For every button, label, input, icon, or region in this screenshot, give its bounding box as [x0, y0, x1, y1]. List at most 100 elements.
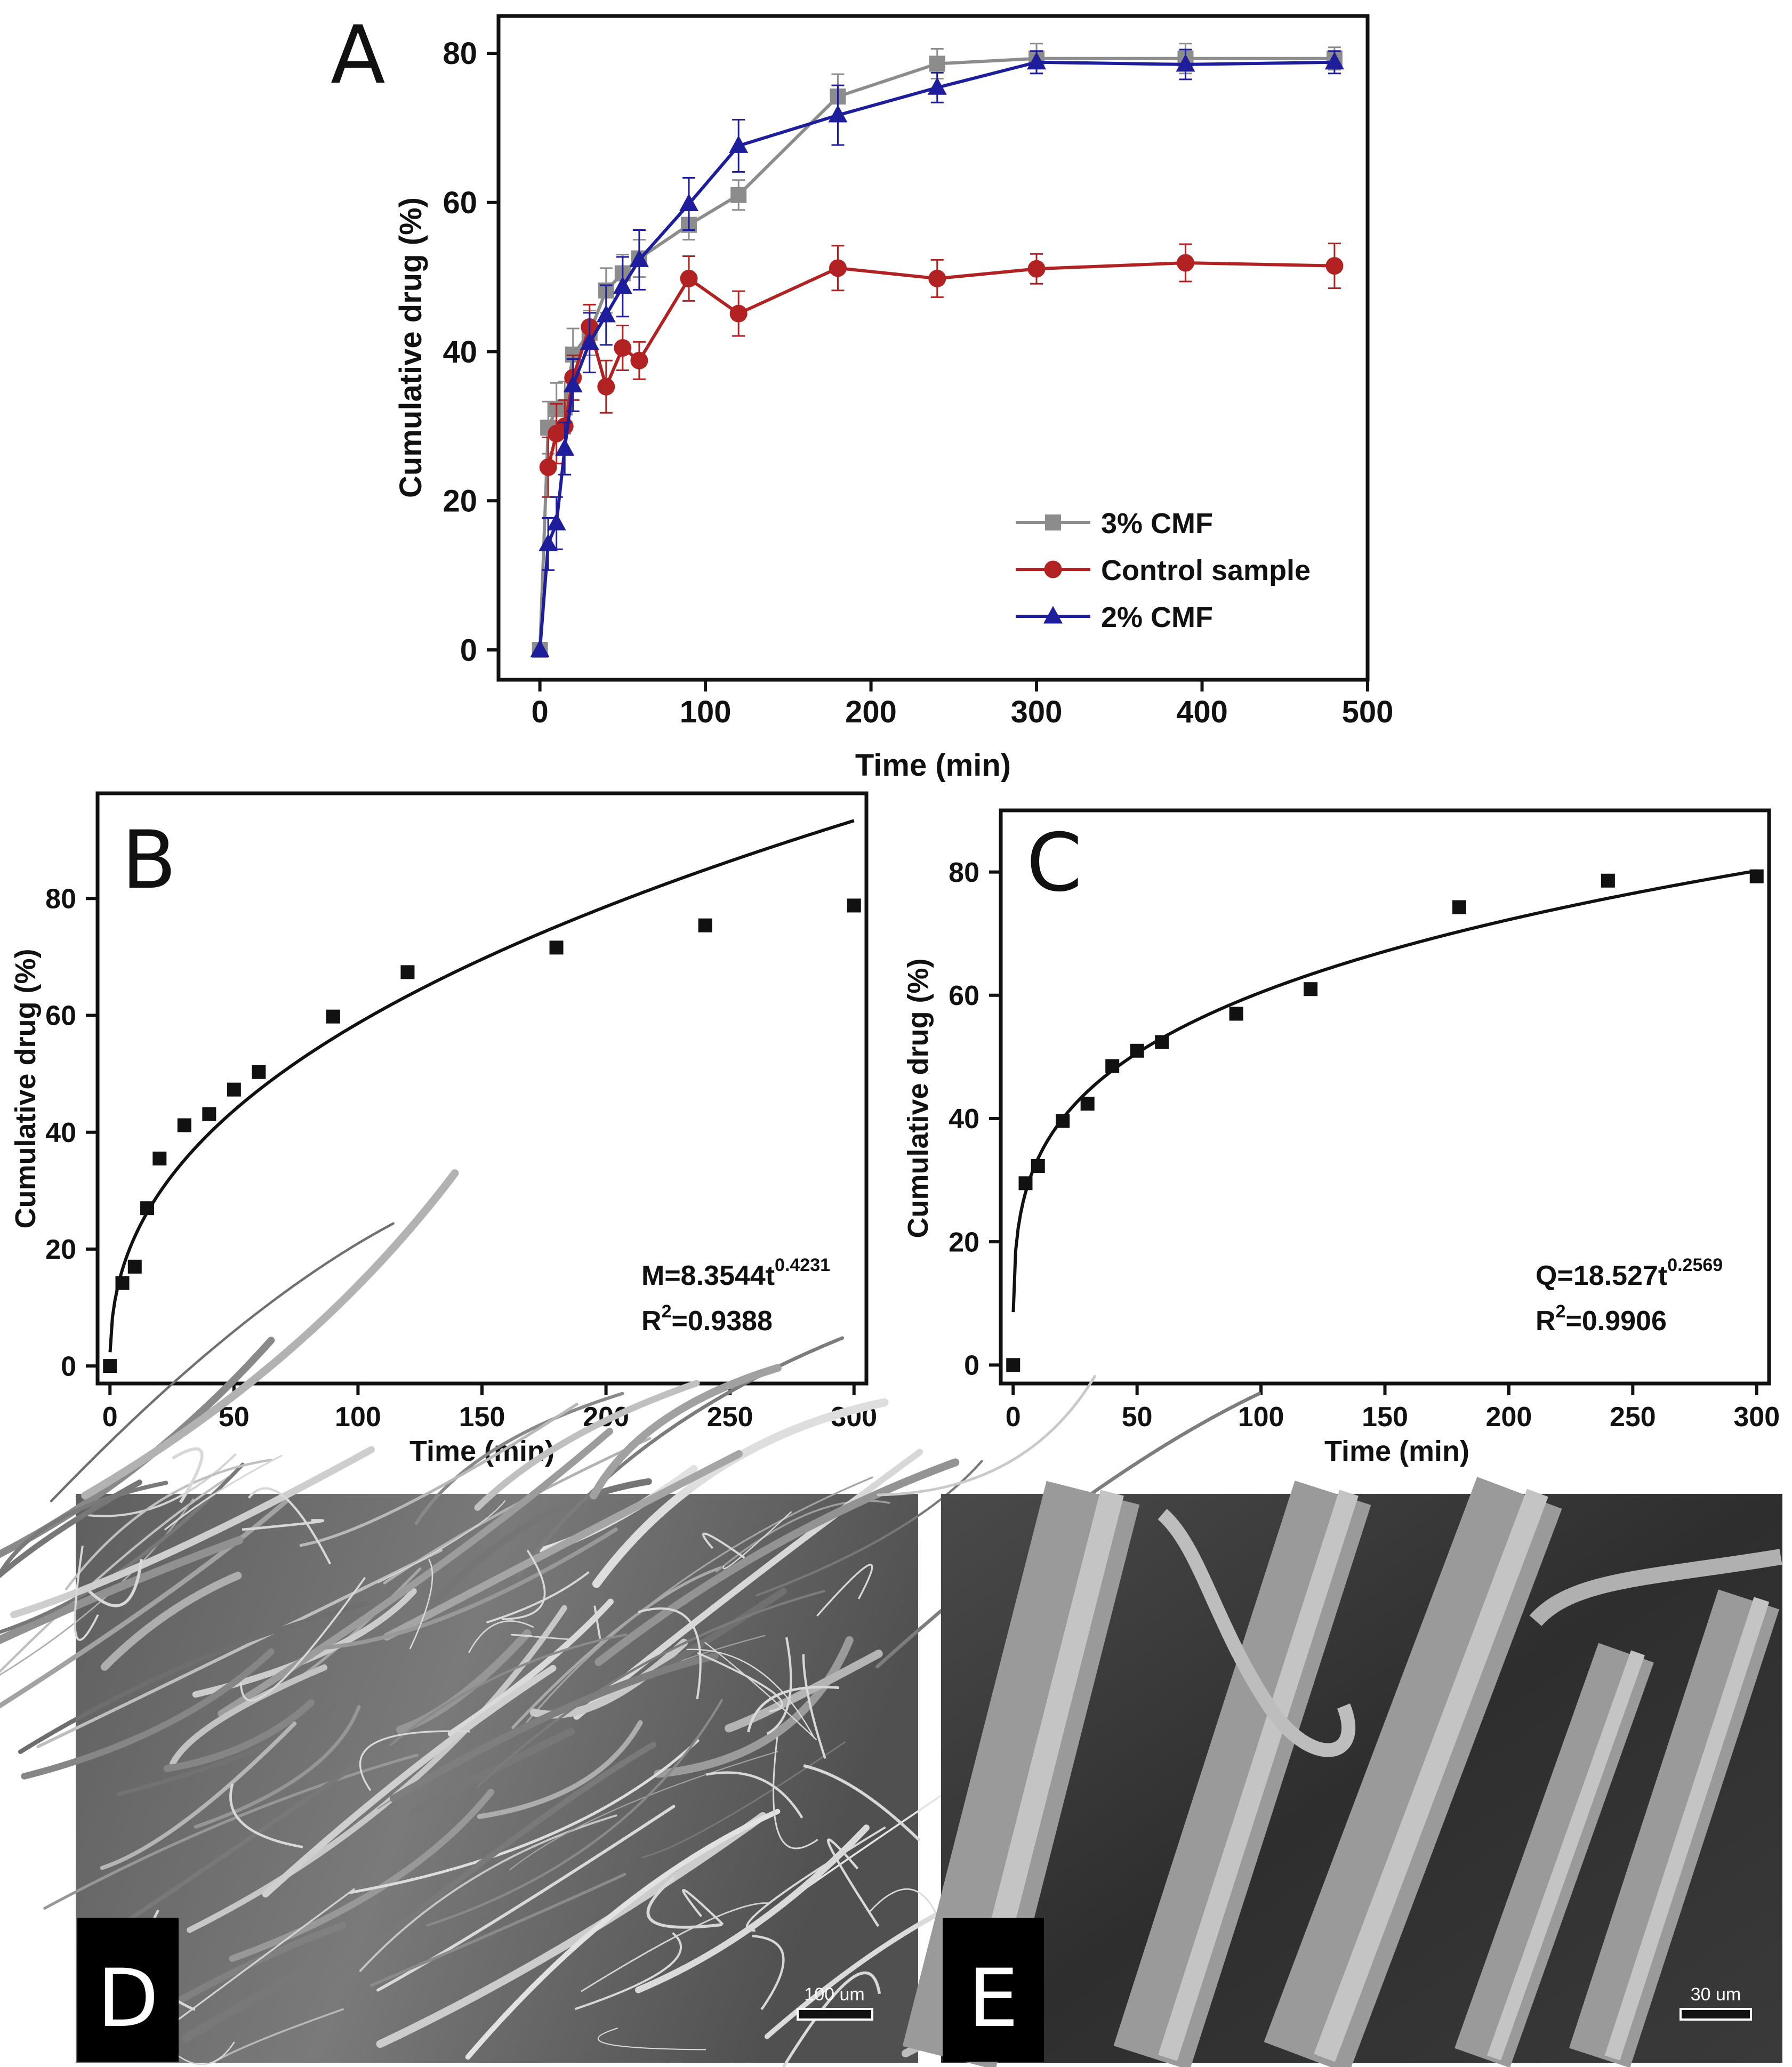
- panel-b-equation-exponent: 0.4231: [775, 1255, 830, 1275]
- b-data-point: [326, 1009, 340, 1024]
- b-data-point: [103, 1359, 117, 1373]
- a-legend-label-1: Control sample: [1101, 554, 1311, 586]
- d-fibril: [704, 1642, 817, 1741]
- a-series-2-point: [563, 374, 583, 392]
- d-fibril: [511, 1634, 574, 1640]
- a-series-1-point: [928, 269, 946, 287]
- panel-a-label: A: [331, 9, 385, 102]
- d-fiber: [18, 1601, 368, 1754]
- a-series-2-point: [547, 512, 566, 530]
- a-series-2-point: [555, 438, 575, 456]
- d-fiber: [0, 1337, 275, 1558]
- a-x-tick-label: 100: [680, 695, 732, 729]
- d-fibril: [359, 1730, 470, 1791]
- a-series-2-point: [927, 77, 947, 95]
- a-series-1-point: [1176, 254, 1194, 272]
- c-y-tick-label: 60: [949, 980, 979, 1011]
- d-fibril: [773, 1736, 818, 1849]
- panel-b-equation: M=8.3544t0.4231: [641, 1255, 830, 1291]
- d-fiber: [376, 1812, 767, 2048]
- d-fibril: [638, 1607, 702, 1700]
- d-fiber: [169, 1664, 328, 1767]
- a-series-1-point: [1027, 260, 1046, 278]
- e-fiber-highlight: [1158, 1490, 1359, 2061]
- panel-a-y-axis-label: Cumulative drug (%): [393, 197, 428, 498]
- d-fibril: [593, 1605, 601, 1639]
- a-series-1-point: [539, 458, 557, 476]
- a-series-1-point: [597, 377, 615, 396]
- a-series-2-point: [530, 639, 550, 657]
- d-fiber: [408, 1727, 575, 1817]
- b-y-tick-label: 60: [45, 1001, 76, 1032]
- panel-b-y-axis-label: Cumulative drug (%): [10, 948, 42, 1228]
- c-data-point: [1304, 982, 1318, 996]
- a-series-0-point: [929, 55, 945, 72]
- c-data-point: [1056, 1114, 1070, 1128]
- a-series-2-point: [613, 276, 632, 294]
- a-y-tick-label: 60: [443, 186, 477, 220]
- d-fiber: [213, 2008, 344, 2063]
- d-fiber: [426, 1699, 724, 1927]
- d-fibril: [766, 1637, 792, 1735]
- a-legend-marker-2: [1043, 606, 1063, 624]
- d-fibril: [247, 1487, 332, 1565]
- d-fibril: [646, 1876, 722, 1929]
- c-x-tick-label: 150: [1362, 1402, 1408, 1433]
- c-data-point: [1229, 1007, 1243, 1021]
- d-fibril: [802, 1654, 826, 1759]
- a-series-2-point: [1027, 52, 1047, 70]
- a-series-1-point: [829, 259, 847, 277]
- a-x-tick-label: 200: [845, 695, 897, 729]
- c-y-tick-label: 80: [949, 857, 979, 888]
- d-fiber: [641, 1741, 846, 1859]
- d-fibril: [752, 1935, 785, 2010]
- d-fibril: [782, 1971, 881, 2067]
- d-fibril: [722, 1511, 792, 1570]
- e-fiber-highlight: [1487, 1650, 1645, 2061]
- d-fibril: [803, 1764, 921, 1842]
- a-series-2-point: [828, 104, 848, 123]
- d-fibril: [702, 1532, 745, 1559]
- a-series-1-point: [630, 351, 648, 369]
- panel-d-sem-image: D 100 um: [0, 1169, 1261, 2067]
- panel-c-y-axis-label: Cumulative drug (%): [902, 958, 934, 1238]
- c-y-tick-label: 20: [949, 1227, 979, 1258]
- d-fiber: [194, 1705, 361, 1829]
- b-data-point: [698, 918, 712, 932]
- panel-a-x-axis-label: Time (min): [855, 748, 1011, 783]
- c-data-point: [1105, 1059, 1120, 1073]
- d-fiber: [0, 1479, 142, 1579]
- a-legend-label-2: 2% CMF: [1101, 601, 1213, 633]
- c-fit-curve: [1011, 869, 1757, 1313]
- a-legend-marker-1: [1044, 560, 1062, 578]
- a-series-1-line: [547, 261, 1335, 468]
- a-y-tick-label: 40: [443, 335, 477, 369]
- d-fiber: [517, 1336, 845, 1578]
- b-data-point: [152, 1152, 167, 1166]
- d-fiber: [299, 1403, 578, 1547]
- a-x-tick-label: 400: [1176, 695, 1228, 729]
- d-fiber: [653, 1636, 854, 1778]
- c-x-tick-label: 50: [1122, 1402, 1153, 1433]
- panel-a-frame: [496, 14, 1370, 682]
- d-fibril: [706, 1771, 803, 1819]
- d-fiber: [590, 1364, 782, 1500]
- d-fiber: [163, 1699, 315, 1772]
- d-fiber: [390, 1633, 628, 1746]
- a-x-tick-label: 300: [1011, 695, 1063, 729]
- a-series-2-point: [580, 332, 599, 350]
- b-x-tick-label: 250: [707, 1402, 753, 1433]
- e-fiber: [1455, 1643, 1654, 2067]
- d-fiber: [414, 1392, 624, 1525]
- a-series-2-point: [679, 194, 699, 212]
- panel-e-label: E: [968, 1952, 1019, 2045]
- a-series-1-point: [680, 269, 698, 287]
- a-series-2-point: [1324, 52, 1344, 70]
- panel-b-r-squared: R2=0.9388: [641, 1301, 773, 1337]
- e-fiber-highlight: [1604, 1597, 1770, 2061]
- a-series-1-point: [729, 304, 748, 323]
- a-series-1-point: [1325, 257, 1344, 275]
